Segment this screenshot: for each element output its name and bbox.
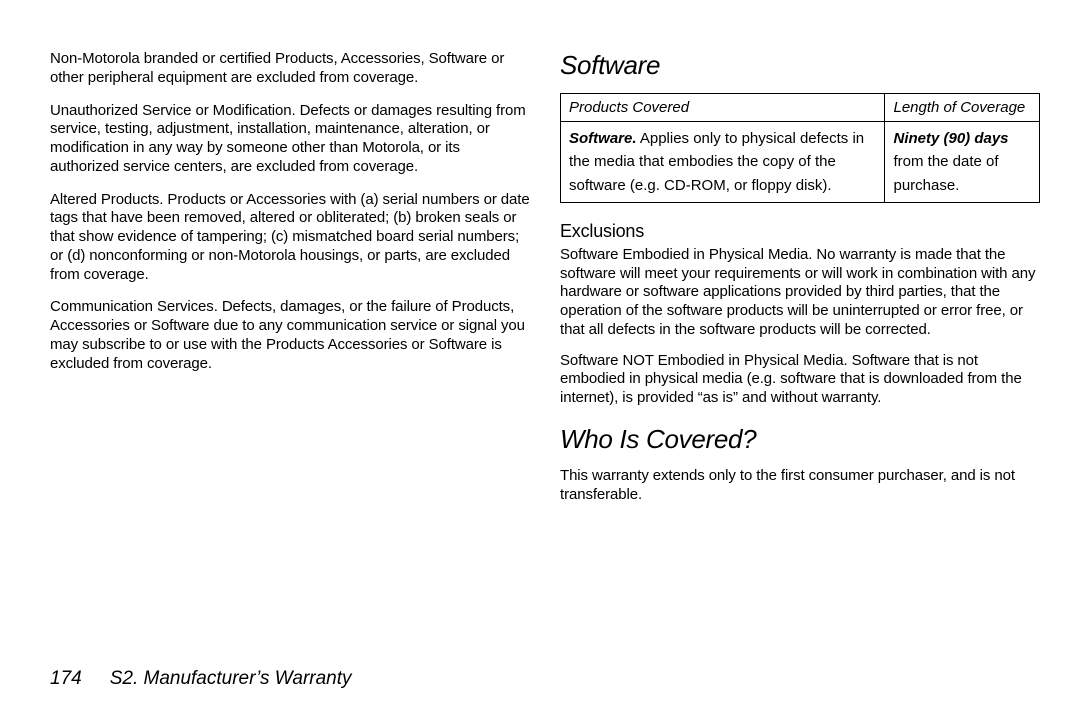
cell-length-coverage: Ninety (90) days from the date of purcha… [885,122,1040,203]
heading-software: Software [560,50,1040,81]
left-column: Non-Motorola branded or certified Produc… [50,50,530,658]
paragraph-unauthorized-service: Unauthorized Service or Modification. De… [50,102,530,177]
table-row: Software. Applies only to physical defec… [561,122,1040,203]
paragraph-altered-products: Altered Products. Products or Accessorie… [50,191,530,285]
right-column: Software Products Covered Length of Cove… [560,50,1040,658]
paragraph-exclusion-not-embodied: Software NOT Embodied in Physical Media.… [560,352,1040,408]
paragraph-exclusion-embodied: Software Embodied in Physical Media. No … [560,246,1040,340]
table-header-row: Products Covered Length of Coverage [561,94,1040,122]
cell-products-lead: Software. [569,130,637,147]
heading-who-covered: Who Is Covered? [560,424,1040,455]
cell-length-rest: from the date of purchase. [893,153,998,193]
col-header-length: Length of Coverage [885,94,1040,122]
paragraph-who-covered: This warranty extends only to the first … [560,467,1040,505]
paragraph-exclusion-nonmoto: Non-Motorola branded or certified Produc… [50,50,530,88]
cell-products-covered: Software. Applies only to physical defec… [561,122,885,203]
coverage-table: Products Covered Length of Coverage Soft… [560,93,1040,203]
cell-length-lead: Ninety (90) days [893,130,1008,147]
heading-exclusions: Exclusions [560,221,1040,242]
page-root: Non-Motorola branded or certified Produc… [0,0,1080,720]
page-footer: 174 S2. Manufacturer’s Warranty [50,668,1040,700]
page-number: 174 [50,668,82,690]
footer-section-title: S2. Manufacturer’s Warranty [110,668,352,690]
paragraph-communication-services: Communication Services. Defects, damages… [50,298,530,373]
col-header-products: Products Covered [561,94,885,122]
two-column-layout: Non-Motorola branded or certified Produc… [50,50,1040,658]
